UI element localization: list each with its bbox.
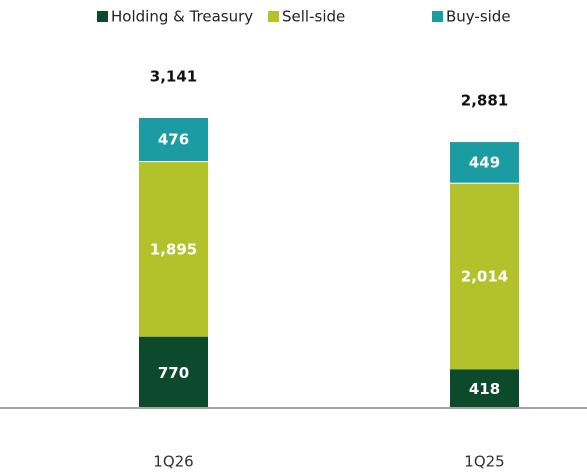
legend-swatch	[432, 11, 443, 22]
total-label: 3,141	[150, 68, 197, 86]
data-label: 770	[158, 364, 189, 382]
legend-label: Sell-side	[282, 8, 345, 26]
bar-segment	[450, 183, 519, 370]
data-label: 418	[469, 380, 500, 398]
data-label: 476	[158, 131, 189, 149]
total-label: 2,881	[461, 92, 508, 110]
data-label: 2,014	[461, 267, 508, 285]
x-tick-label: 1Q25	[464, 453, 504, 471]
data-label: 449	[469, 153, 500, 171]
legend-swatch	[97, 11, 108, 22]
bar-segment	[450, 369, 519, 407]
data-label: 1,895	[150, 240, 197, 258]
legend-label: Buy-side	[446, 8, 511, 26]
bar-segment	[139, 118, 208, 162]
bar-segment	[139, 336, 208, 407]
legend-swatch	[268, 11, 279, 22]
x-tick-label: 1Q26	[153, 453, 193, 471]
bar-segment	[139, 162, 208, 337]
legend-label: Holding & Treasury	[111, 8, 253, 26]
bar-segment	[450, 142, 519, 183]
